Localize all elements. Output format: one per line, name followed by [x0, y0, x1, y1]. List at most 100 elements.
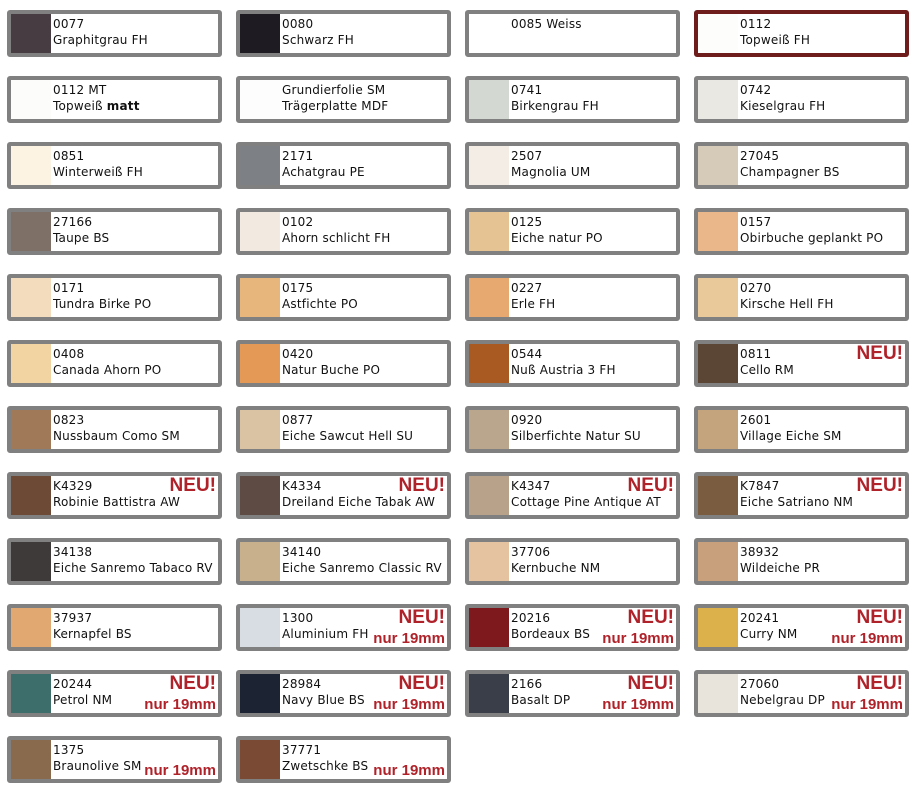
color-swatch	[240, 476, 280, 515]
color-code: 27166	[53, 215, 93, 229]
color-option-card[interactable]: 2166 Basalt DP NEU! nur 19mm	[465, 670, 680, 717]
color-label: 2166 Basalt DP	[511, 676, 570, 708]
color-option-card[interactable]: 37706 Kernbuche NM	[465, 538, 680, 585]
color-option-card[interactable]: 1300 Aluminium FH NEU! nur 19mm	[236, 604, 451, 651]
color-option-card[interactable]: 27060 Nebelgrau DP NEU! nur 19mm	[694, 670, 909, 717]
color-option-card[interactable]: 0742 Kieselgrau FH	[694, 76, 909, 123]
new-badge: NEU!	[627, 607, 674, 628]
new-badge: NEU!	[398, 475, 445, 496]
color-option-card[interactable]: 0408 Canada Ahorn PO	[7, 340, 222, 387]
color-swatch	[698, 410, 738, 449]
color-option-card[interactable]: 20244 Petrol NM NEU! nur 19mm	[7, 670, 222, 717]
color-option-card[interactable]: 0085 Weiss	[465, 10, 680, 57]
color-code: 0408	[53, 347, 85, 361]
color-label: 37937 Kernapfel BS	[53, 610, 132, 642]
color-swatch	[240, 278, 280, 317]
color-option-card[interactable]: 0877 Eiche Sawcut Hell SU	[236, 406, 451, 453]
color-option-card[interactable]: 0157 Obirbuche geplankt PO	[694, 208, 909, 255]
color-option-card[interactable]: 2507 Magnolia UM	[465, 142, 680, 189]
color-name: Robinie Battistra AW	[53, 495, 181, 509]
color-label: 27045 Champagner BS	[740, 148, 840, 180]
color-code: 1375	[53, 743, 85, 757]
color-option-card[interactable]: 0741 Birkengrau FH	[465, 76, 680, 123]
color-code: 0102	[282, 215, 314, 229]
color-code: 0823	[53, 413, 85, 427]
color-swatch	[698, 80, 738, 119]
color-name: Taupe BS	[53, 231, 110, 245]
color-label: 37706 Kernbuche NM	[511, 544, 600, 576]
color-code: 2507	[511, 149, 543, 163]
color-code: 28984	[282, 677, 322, 691]
color-label: 0270 Kirsche Hell FH	[740, 280, 834, 312]
color-option-card[interactable]: 0171 Tundra Birke PO	[7, 274, 222, 321]
color-name: Birkengrau FH	[511, 99, 599, 113]
color-name: Village Eiche SM	[740, 429, 842, 443]
color-option-card[interactable]: 34138 Eiche Sanremo Tabaco RV	[7, 538, 222, 585]
color-option-card[interactable]: 0112 MT Topweiß matt	[7, 76, 222, 123]
color-option-card[interactable]: K4334 Dreiland Eiche Tabak AW NEU!	[236, 472, 451, 519]
color-option-card[interactable]: 28984 Navy Blue BS NEU! nur 19mm	[236, 670, 451, 717]
color-option-card[interactable]: 27166 Taupe BS	[7, 208, 222, 255]
thickness-note: nur 19mm	[831, 630, 903, 647]
color-name: Zwetschke BS	[282, 759, 369, 773]
color-name: Graphitgrau FH	[53, 33, 148, 47]
color-name: Obirbuche geplankt PO	[740, 231, 884, 245]
color-option-card[interactable]: 0227 Erle FH	[465, 274, 680, 321]
color-name: Nussbaum Como SM	[53, 429, 180, 443]
color-code: 0080	[282, 17, 314, 31]
color-code: K4329	[53, 479, 93, 493]
color-option-card[interactable]: 0112 Topweiß FH	[694, 10, 909, 57]
color-option-card[interactable]: 0270 Kirsche Hell FH	[694, 274, 909, 321]
color-label: 2171 Achatgrau PE	[282, 148, 365, 180]
color-option-card[interactable]: K4347 Cottage Pine Antique AT NEU!	[465, 472, 680, 519]
color-code: 34140	[282, 545, 322, 559]
color-option-card[interactable]: 0102 Ahorn schlicht FH	[236, 208, 451, 255]
color-option-card[interactable]: 0080 Schwarz FH	[236, 10, 451, 57]
color-option-card[interactable]: 0175 Astfichte PO	[236, 274, 451, 321]
color-option-card[interactable]: 20241 Curry NM NEU! nur 19mm	[694, 604, 909, 651]
color-option-card[interactable]: 0077 Graphitgrau FH	[7, 10, 222, 57]
color-option-card[interactable]: 2171 Achatgrau PE	[236, 142, 451, 189]
color-option-card[interactable]: 37771 Zwetschke BS nur 19mm	[236, 736, 451, 783]
color-label: 0112 Topweiß FH	[740, 16, 810, 48]
color-code: 38932	[740, 545, 780, 559]
color-swatch	[469, 146, 509, 185]
color-name: Schwarz FH	[282, 33, 354, 47]
color-option-card[interactable]: 0125 Eiche natur PO	[465, 208, 680, 255]
color-swatch	[469, 476, 509, 515]
color-option-card[interactable]: K4329 Robinie Battistra AW NEU!	[7, 472, 222, 519]
color-option-card[interactable]: 0851 Winterweiß FH	[7, 142, 222, 189]
color-option-card[interactable]: 0811 Cello RM NEU!	[694, 340, 909, 387]
color-code: 0085 Weiss	[511, 17, 582, 31]
color-option-card[interactable]: 38932 Wildeiche PR	[694, 538, 909, 585]
color-option-card[interactable]: 0920 Silberfichte Natur SU	[465, 406, 680, 453]
new-badge: NEU!	[398, 607, 445, 628]
new-badge: NEU!	[856, 607, 903, 628]
color-option-card[interactable]: Grundierfolie SM Trägerplatte MDF	[236, 76, 451, 123]
new-badge: NEU!	[856, 475, 903, 496]
color-option-card[interactable]: 0823 Nussbaum Como SM	[7, 406, 222, 453]
color-name: Kernbuche NM	[511, 561, 601, 575]
color-option-card[interactable]: 34140 Eiche Sanremo Classic RV	[236, 538, 451, 585]
color-name: Basalt DP	[511, 693, 571, 707]
color-label: 0125 Eiche natur PO	[511, 214, 603, 246]
color-swatch	[240, 14, 280, 53]
color-label: 38932 Wildeiche PR	[740, 544, 820, 576]
color-code: 0877	[282, 413, 314, 427]
color-option-card[interactable]: 20216 Bordeaux BS NEU! nur 19mm	[465, 604, 680, 651]
new-badge: NEU!	[398, 673, 445, 694]
color-label: K4347 Cottage Pine Antique AT	[511, 478, 661, 510]
color-label: 2507 Magnolia UM	[511, 148, 590, 180]
color-option-card[interactable]: K7847 Eiche Satriano NM NEU!	[694, 472, 909, 519]
color-code: 34138	[53, 545, 93, 559]
color-label: 34140 Eiche Sanremo Classic RV	[282, 544, 442, 576]
color-option-card[interactable]: 0420 Natur Buche PO	[236, 340, 451, 387]
color-label: 20244 Petrol NM	[53, 676, 112, 708]
color-option-card[interactable]: 27045 Champagner BS	[694, 142, 909, 189]
color-option-card[interactable]: 37937 Kernapfel BS	[7, 604, 222, 651]
color-option-card[interactable]: 0544 Nuß Austria 3 FH	[465, 340, 680, 387]
color-option-card[interactable]: 2601 Village Eiche SM	[694, 406, 909, 453]
color-name: Kernapfel BS	[53, 627, 132, 641]
color-option-card[interactable]: 1375 Braunolive SM nur 19mm	[7, 736, 222, 783]
color-code: 20244	[53, 677, 93, 691]
